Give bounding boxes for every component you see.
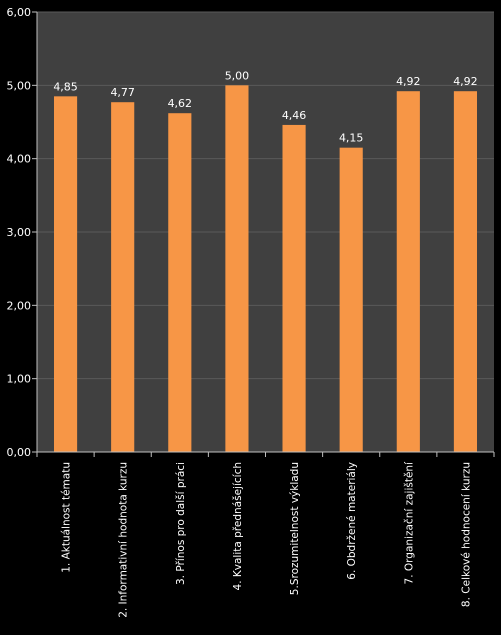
y-tick-label: 5,00 xyxy=(7,79,32,92)
y-tick-label: 3,00 xyxy=(7,226,32,239)
y-tick-label: 1,00 xyxy=(7,373,32,386)
x-tick-label: 8. Celkové hodnocení kurzu xyxy=(460,462,472,607)
y-tick-label: 2,00 xyxy=(7,299,32,312)
data-labels: 4,85 4,77 4,62 5,00 4,46 4,15 4,92 4,92 xyxy=(53,69,477,144)
data-label: 4,15 xyxy=(339,132,364,145)
x-tick-label: 3. Přínos pro další práci xyxy=(175,462,187,585)
bar xyxy=(453,91,478,452)
x-tick-label: 6. Obdržené materiály xyxy=(346,462,358,580)
x-tick-label: 7. Organizační zajištění xyxy=(403,461,415,585)
axes: 0,00 1,00 2,00 3,00 4,00 5,00 6,00 1. Aktuálnos… xyxy=(7,6,495,618)
x-tick-label: 4. Kvalita přednášejících xyxy=(232,462,244,590)
bar xyxy=(282,124,306,452)
data-label: 5,00 xyxy=(225,69,250,82)
x-tick-label: 1. Aktuálnost tématu xyxy=(61,462,73,573)
y-tick-label: 0,00 xyxy=(7,446,32,459)
bar xyxy=(111,102,135,452)
y-tick-label: 6,00 xyxy=(7,6,32,19)
bar xyxy=(168,113,192,452)
y-tick-label: 4,00 xyxy=(7,153,32,166)
data-label: 4,92 xyxy=(396,75,421,88)
bars xyxy=(53,85,478,452)
bar xyxy=(396,91,420,452)
data-label: 4,62 xyxy=(168,97,193,110)
bar xyxy=(339,147,363,452)
data-label: 4,46 xyxy=(282,109,307,122)
bar xyxy=(53,96,78,452)
bar xyxy=(225,85,249,452)
x-tick-label: 2. Informativní hodnota kurzu xyxy=(118,462,130,618)
data-label: 4,92 xyxy=(453,75,478,88)
data-label: 4,77 xyxy=(110,86,135,99)
data-label: 4,85 xyxy=(53,80,78,93)
x-tick-label: 5.Srozumitelnost výkladu xyxy=(289,462,301,595)
